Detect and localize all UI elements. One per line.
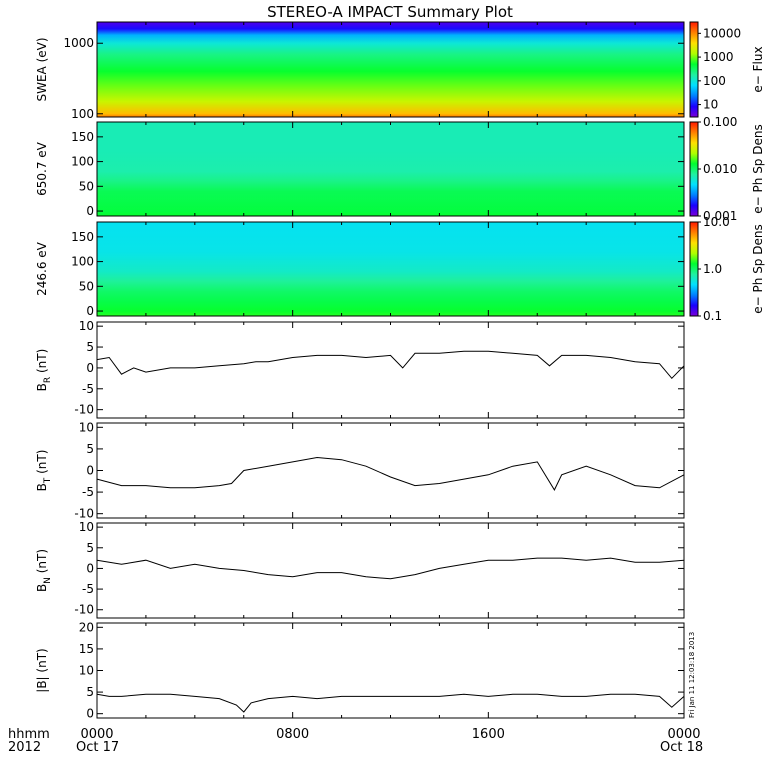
colorbar-tick-label: 100 [703,74,726,88]
y-tick-label: 0 [86,361,94,375]
y-tick-label: 100 [71,155,94,169]
colorbar-tick-label: 10000 [703,26,741,40]
y-tick-label: 150 [71,130,94,144]
y-tick-label: 0 [86,561,94,575]
bn-frame [96,522,685,619]
pad650-ylabel: 650.7 eV [35,141,49,196]
y-tick-label: 20 [79,620,94,634]
bt-frame [96,422,685,519]
panel-br: 10 5 0 -5 -10 BR (nT) [35,319,685,419]
y-tick-label: -5 [82,382,94,396]
footer-start-date: Oct 17 [76,740,119,755]
y-tick-label: 5 [86,442,94,456]
y-tick-label: -10 [74,603,94,617]
bt-trace [96,456,685,491]
y-tick-label: -10 [74,403,94,417]
br-trace [96,350,685,380]
panel-bmag: 20 15 10 5 0 |B| (nT) [35,620,685,721]
x-tick-label: 0800 [276,727,309,742]
x-tick-label: 0000 [667,727,700,742]
y-tick-label: -5 [82,582,94,596]
y-tick-label: 5 [86,340,94,354]
pad246-colorbar: 10.0 1.0 0.1 e− Ph Sp Dens [689,215,765,323]
y-tick-label: 0 [86,204,94,218]
y-tick-label: 150 [71,230,94,244]
colorbar-tick-label: 0.010 [703,162,737,176]
footer-hhmm: hhmm [8,727,50,742]
y-tick-label: 100 [71,255,94,269]
footer-year: 2012 [8,740,41,755]
swea-spectrogram [97,22,684,117]
pad650-colorbar-label: e− Ph Sp Dens [751,124,765,213]
swea-colorbar-label: e− Flux [751,46,765,92]
pad650-spectrogram [97,122,684,216]
bmag-frame [96,622,685,719]
bmag-ylabel: |B| (nT) [35,648,49,692]
panel-swea: 10000 1000 100 10 e− Flux 1000 100 SWEA (eV) [35,21,765,121]
bn-trace [96,557,685,580]
time-axis: 0000 0800 1600 0000 [80,727,700,742]
swea-colorbar: 10000 1000 100 10 e− Flux [689,21,765,118]
colorbar-tick-label: 0.1 [703,309,722,323]
y-tick-label: 10 [79,520,94,534]
y-tick-label: 0 [86,464,94,478]
panel-bt: 10 5 0 -5 -10 BT (nT) [35,420,685,521]
br-ylabel: BR (nT) [35,349,53,392]
y-tick-label: 100 [71,107,94,121]
pad246-colorbar-label: e− Ph Sp Dens [751,224,765,313]
x-tick-label: 0000 [80,727,113,742]
y-tick-label: 10 [79,664,94,678]
panel-pad246: 10.0 1.0 0.1 e− Ph Sp Dens 150 100 50 0 246.6 eV [35,215,765,323]
colorbar-tick-label: 0.100 [703,115,737,129]
y-tick-label: -5 [82,485,94,499]
bn-ylabel: BN (nT) [35,549,53,592]
pad650-colorbar: 0.100 0.010 0.001 e− Ph Sp Dens [689,115,765,223]
pad246-ylabel: 246.6 eV [35,241,49,296]
bmag-trace [96,693,685,713]
y-tick-label: 0 [86,707,94,721]
y-tick-label: 1000 [63,36,94,50]
colorbar-tick-label: 1000 [703,50,734,64]
y-tick-label: 10 [79,319,94,333]
colorbar-tick-label: 1.0 [703,262,722,276]
plot-title: STEREO-A IMPACT Summary Plot [267,3,513,21]
y-tick-label: 0 [86,304,94,318]
footer-end-date: Oct 18 [660,740,703,755]
colorbar-tick-label: 0.001 [703,209,737,223]
colorbar-tick-label: 10.0 [703,215,730,229]
colorbar-tick-label: 10 [703,98,718,112]
panel-pad650: 0.100 0.010 0.001 e− Ph Sp Dens 150 100 50 0 650… [35,115,765,223]
x-tick-label: 1600 [472,727,505,742]
y-tick-label: 5 [86,541,94,555]
bt-ylabel: BT (nT) [35,450,53,492]
y-tick-label: 5 [86,685,94,699]
panel-bn: 10 5 0 -5 -10 BN (nT) [35,520,685,619]
y-tick-label: 50 [79,279,94,293]
swea-ylabel: SWEA (eV) [35,37,49,101]
y-tick-label: 10 [79,420,94,434]
y-tick-label: 50 [79,179,94,193]
generation-timestamp: Fri Jan 11 12:03:18 2013 [688,632,696,718]
y-tick-label: -10 [74,507,94,521]
pad246-spectrogram [97,222,684,316]
br-frame [96,321,685,419]
y-tick-label: 15 [79,642,94,656]
